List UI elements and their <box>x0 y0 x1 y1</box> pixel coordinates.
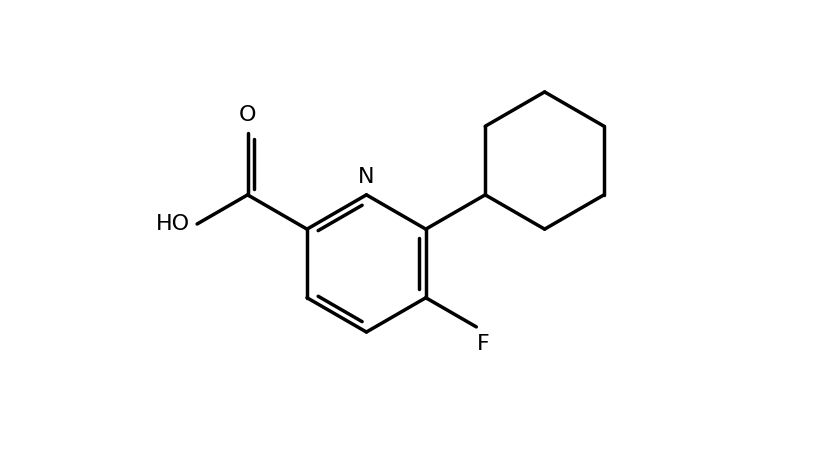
Text: HO: HO <box>156 214 190 234</box>
Text: F: F <box>477 334 490 354</box>
Text: O: O <box>239 105 256 125</box>
Text: N: N <box>358 167 375 186</box>
